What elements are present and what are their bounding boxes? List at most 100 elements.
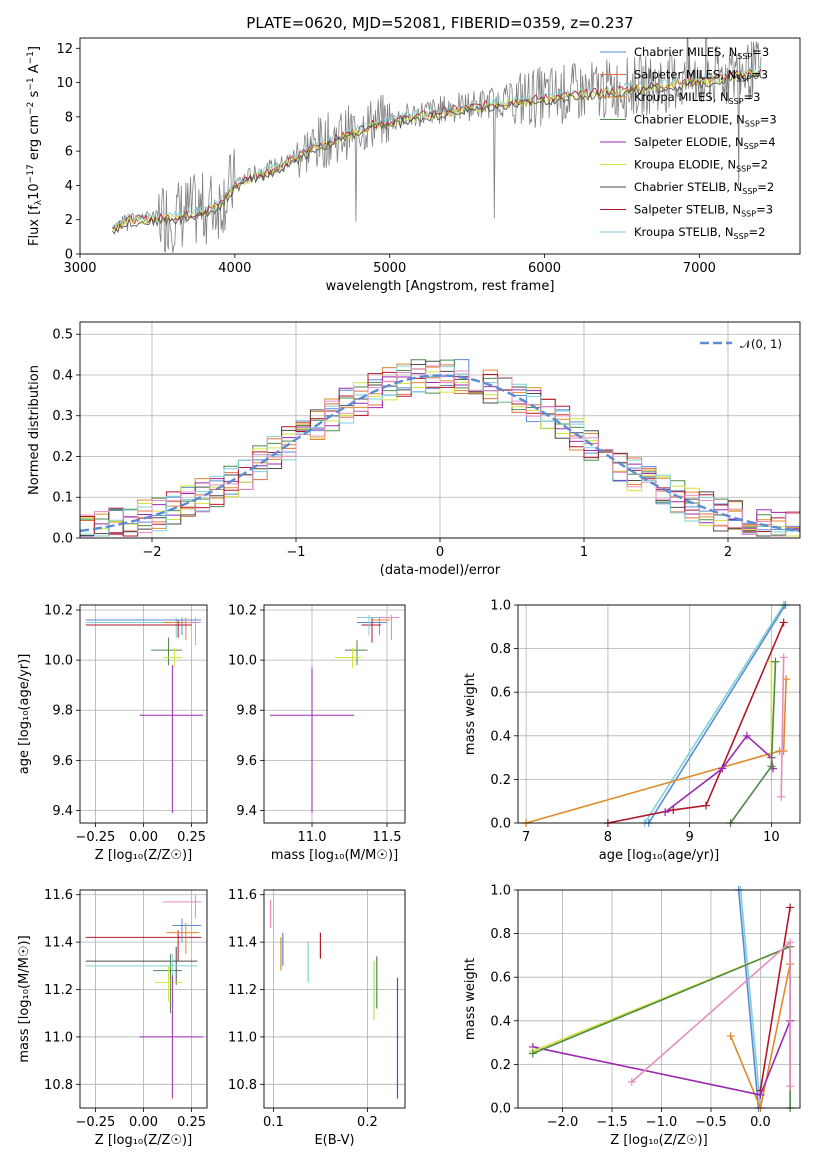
label-part: =3 <box>744 90 761 104</box>
plus-marker <box>702 801 710 810</box>
x-axis-label: wavelength [Angstrom, rest frame] <box>326 279 555 294</box>
x-tick-label: 0.0 <box>750 1115 771 1130</box>
x-tick-label: 0.00 <box>129 1115 158 1130</box>
y-tick-label: 12 <box>56 42 73 57</box>
y-tick-label: 10.8 <box>228 1078 257 1093</box>
legend-entry: Chabrier MILES, NSSP=3 <box>634 45 769 61</box>
label-part: =3 <box>752 45 769 59</box>
spectrum-data-group <box>112 38 762 253</box>
x-tick-label: 6000 <box>528 261 561 276</box>
mass-weight-line <box>780 657 785 797</box>
mass-weight-line <box>729 661 777 824</box>
label-part: =3 <box>756 203 773 217</box>
x-tick-label: 4000 <box>218 261 251 276</box>
x-tick-label: 0 <box>436 545 444 560</box>
label-part: SSP <box>736 165 751 174</box>
y-tick-label: 0.6 <box>490 686 511 701</box>
mass-weight-line <box>648 604 786 824</box>
y-tick-label: 9.6 <box>236 754 257 769</box>
label-part: Salpeter ELODIE, N <box>634 135 744 149</box>
label-part: 10 <box>27 183 42 200</box>
label-part: =2 <box>751 158 768 172</box>
x-tick-label: 7 <box>522 830 530 845</box>
label-part: A <box>27 64 42 77</box>
gaussian-curve <box>79 374 801 533</box>
plus-marker <box>669 805 678 814</box>
spectrum-panel: 3000 4000 5000 6000 7000 0 2 4 6 8 10 12 wavelength … <box>26 37 801 294</box>
plus-marker <box>779 653 788 662</box>
mass-weight-line <box>737 889 760 1109</box>
x-tick-label: −1.5 <box>596 1115 628 1130</box>
label-part: SSP <box>745 120 760 129</box>
label-part: ] <box>27 46 42 51</box>
gaussian-legend: 𝒩(0, 1) <box>700 337 782 351</box>
y-tick-label: 10.0 <box>228 654 257 669</box>
x-tick-label: 11.5 <box>373 830 402 845</box>
label-part: SSP <box>737 52 752 61</box>
legend-entry: Chabrier ELODIE, NSSP=3 <box>634 113 777 129</box>
x-tick-label: 11.0 <box>298 830 327 845</box>
y-axis-label: Normed distribution <box>27 365 42 495</box>
label-part: −1 <box>26 51 36 64</box>
y-tick-label: 0.5 <box>52 328 73 343</box>
mass-weight-line <box>525 679 787 824</box>
y-tick-label: 0.4 <box>490 729 511 744</box>
y-tick-label: 8 <box>65 110 73 125</box>
y-tick-label: 9.8 <box>52 704 73 719</box>
y-tick-label: 0.0 <box>490 817 511 832</box>
spectrum-title: PLATE=0620, MJD=52081, FIBERID=0359, z=0… <box>246 14 633 32</box>
label-part: Chabrier STELIB, N <box>634 180 742 194</box>
y-tick-label: 2 <box>65 213 73 228</box>
x-tick-label: −2.0 <box>547 1115 579 1130</box>
axes-frame <box>79 321 801 539</box>
plus-marker <box>661 808 670 817</box>
plus-marker <box>718 764 727 773</box>
x-axis-label: (data-model)/error <box>380 563 501 578</box>
label-part: =4 <box>759 135 776 149</box>
y-axis-label: Flux [fλ10−17 erg cm−2 s−1 A−1] <box>26 46 44 246</box>
label-part: s <box>27 90 42 101</box>
x-tick-label: 2 <box>724 545 732 560</box>
axes-frame <box>79 37 801 255</box>
residual-histogram-panel: −2 −1 0 1 2 0.0 0.1 0.2 0.3 0.4 0.5 (data-model)/er… <box>27 321 801 578</box>
x-tick-label: 0.2 <box>357 1115 378 1130</box>
y-tick-label: 0.6 <box>490 971 511 986</box>
x-tick-label: 0.1 <box>263 1115 284 1130</box>
y-tick-label: 11.2 <box>228 983 257 998</box>
axes-frame <box>517 604 801 824</box>
mass-weight-line <box>644 604 785 824</box>
y-tick-label: 11.0 <box>228 1030 257 1045</box>
plus-marker <box>771 657 780 666</box>
plus-marker <box>786 938 795 947</box>
y-tick-label: 10.0 <box>44 654 73 669</box>
spectrum-legend: Chabrier MILES, NSSP=3 Salpeter MILES, NS… <box>600 45 777 241</box>
plus-marker <box>756 1090 765 1099</box>
label-part: Flux [f <box>27 205 42 246</box>
y-tick-label: 11.4 <box>228 936 257 951</box>
label-part: SSP <box>734 232 749 241</box>
label-part: SSP <box>742 187 757 196</box>
label-part: =3 <box>760 113 777 127</box>
x-tick-label: −2 <box>142 545 161 560</box>
x-tick-label: 0.00 <box>129 830 158 845</box>
y-tick-label: 0.4 <box>52 368 73 383</box>
y-tick-label: 9.4 <box>236 804 257 819</box>
y-tick-label: 11.0 <box>44 1030 73 1045</box>
plus-marker <box>786 903 795 912</box>
legend-entry: Salpeter MILES, NSSP=3 <box>634 68 768 84</box>
label-part: λ <box>34 199 44 205</box>
y-axis-label: mass weight <box>463 673 478 755</box>
y-tick-label: 6 <box>65 145 73 160</box>
x-tick-label: 7000 <box>683 261 716 276</box>
x-tick-label: 10 <box>763 830 780 845</box>
y-tick-label: 0.2 <box>490 1058 511 1073</box>
axes-frame <box>79 604 208 824</box>
y-tick-label: 10.2 <box>228 604 257 619</box>
plus-marker <box>767 762 776 771</box>
y-tick-label: 11.2 <box>44 983 73 998</box>
mass-weight-line <box>607 622 785 824</box>
x-tick-label: −1.0 <box>646 1115 678 1130</box>
legend-entry: Kroupa MILES, NSSP=3 <box>634 90 760 106</box>
y-tick-label: 11.6 <box>228 888 257 903</box>
legend-entry: Kroupa STELIB, NSSP=2 <box>634 225 765 241</box>
